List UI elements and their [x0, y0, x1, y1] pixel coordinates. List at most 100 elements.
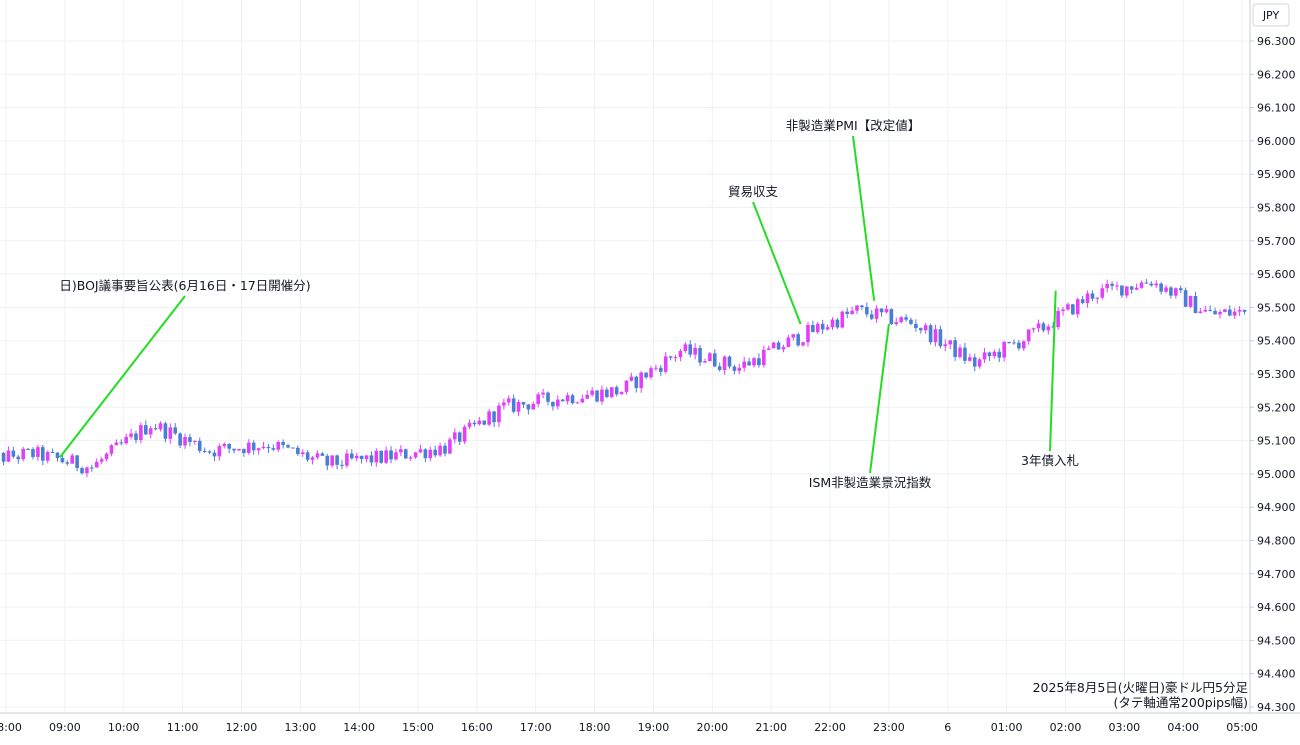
candle-body	[570, 395, 575, 404]
candle-body	[423, 449, 428, 459]
candle-body	[1021, 341, 1026, 349]
candle-body	[227, 443, 231, 449]
candle-body	[492, 411, 496, 423]
candle-body	[310, 457, 315, 460]
candle-body	[889, 309, 894, 325]
candle-body	[1085, 293, 1090, 303]
candle-body	[40, 447, 45, 461]
time-tick-label: 6	[944, 721, 951, 734]
candle-body	[237, 449, 241, 451]
candle-body	[506, 398, 511, 403]
candle-body	[251, 442, 256, 451]
candle-body	[894, 322, 899, 325]
candle-body	[75, 455, 79, 469]
candle-body	[104, 453, 109, 460]
candle-body	[1017, 342, 1021, 349]
candle-body	[364, 455, 369, 460]
currency-badge[interactable]	[1252, 3, 1290, 27]
annotation-pointer	[1049, 290, 1057, 452]
candle-body	[737, 367, 742, 371]
time-tick-label: 18:00	[579, 721, 611, 734]
candle-body	[644, 372, 648, 378]
candle-body	[55, 452, 60, 458]
annotation-label: 貿易収支	[728, 184, 779, 199]
candle-body	[315, 453, 320, 458]
candle-body	[933, 329, 938, 343]
candle-body	[153, 428, 158, 430]
candle-body	[953, 340, 957, 357]
candle-body	[987, 352, 992, 357]
candle-body	[815, 323, 820, 333]
candle-body	[899, 317, 903, 323]
candle-body	[634, 376, 639, 388]
time-tick-label: 09:00	[49, 721, 81, 734]
candle-body	[580, 398, 585, 403]
candle-body	[997, 351, 1002, 358]
candle-body	[413, 452, 418, 458]
candle-body	[1144, 282, 1149, 284]
candle-body	[786, 337, 791, 348]
candle-body	[771, 342, 776, 349]
candle-body	[722, 356, 727, 370]
candle-body	[232, 448, 236, 451]
candle-body	[654, 367, 658, 369]
candle-body	[340, 464, 344, 466]
candle-body	[860, 305, 864, 308]
price-tick-label: 95.300	[1257, 368, 1296, 381]
candle-body	[693, 347, 697, 355]
candle-body	[742, 361, 747, 368]
annotation-label: ISM非製造業景況指数	[809, 475, 932, 490]
candle-body	[909, 319, 913, 324]
candle-body	[1159, 283, 1163, 292]
candle-body	[168, 427, 173, 439]
candle-body	[305, 452, 310, 460]
candle-body	[972, 357, 977, 367]
candle-body	[143, 425, 148, 435]
candle-body	[345, 453, 349, 466]
candle-body	[119, 442, 124, 444]
candle-body	[6, 450, 11, 462]
candle-body	[256, 448, 261, 451]
candle-body	[806, 324, 810, 343]
annotation-label: 非製造業PMI【改定値】	[786, 118, 921, 133]
candle-body	[791, 334, 796, 338]
candle-body	[1188, 296, 1193, 307]
candle-body	[448, 439, 452, 454]
currency-label: JPY	[1262, 9, 1280, 22]
candle-body	[840, 311, 845, 328]
candle-body	[438, 445, 442, 456]
candle-body	[80, 468, 84, 474]
time-tick-label: 22:00	[814, 721, 846, 734]
time-tick-label: 05:00	[1226, 721, 1258, 734]
candle-body	[732, 366, 737, 371]
candle-body	[482, 420, 487, 425]
candle-body	[286, 445, 290, 448]
time-tick-label: 17:00	[520, 721, 552, 734]
candle-body	[560, 399, 565, 402]
candle-body	[526, 404, 531, 410]
candle-body	[1198, 311, 1203, 314]
candle-body	[629, 376, 634, 381]
candle-body	[619, 391, 624, 395]
candle-body	[1115, 285, 1119, 287]
candle-body	[1012, 342, 1016, 344]
candle-body	[1129, 286, 1134, 290]
candle-body	[1071, 304, 1075, 315]
candle-body	[276, 441, 281, 450]
candle-body	[600, 389, 604, 402]
candle-body	[193, 440, 197, 442]
time-tick-label: 11:00	[167, 721, 199, 734]
candle-body	[879, 308, 884, 313]
time-tick-label: 14:00	[343, 721, 375, 734]
candle-body	[531, 403, 536, 410]
candle-body	[688, 344, 693, 355]
annotation-pointer	[59, 295, 186, 458]
candle-body	[963, 347, 967, 361]
candle-body	[757, 358, 761, 366]
candle-body	[708, 353, 712, 362]
candle-body	[752, 358, 756, 366]
candle-body	[845, 311, 850, 315]
time-tick-label: 15:00	[402, 721, 434, 734]
price-tick-label: 95.000	[1257, 468, 1296, 481]
candle-body	[1075, 299, 1080, 315]
